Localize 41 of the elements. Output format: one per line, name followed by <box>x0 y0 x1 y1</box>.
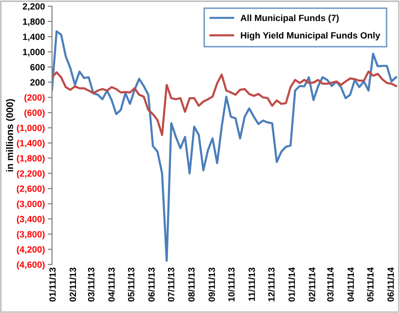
x-tick-label: 05/11/13 <box>128 268 134 302</box>
x-tick-label: 06/11/14 <box>387 267 394 302</box>
x-tick-label: 03/11/13 <box>88 268 94 302</box>
x-tick-label: 07/11/13 <box>168 268 174 302</box>
x-tick-label: 01/11/13 <box>49 268 56 302</box>
x-tick-label: 03/11/14 <box>326 267 334 302</box>
x-tick-label: 04/11/14 <box>347 267 354 302</box>
y-tick-label: (1,800) <box>16 154 45 164</box>
y-tick-label: (1,400) <box>16 140 45 148</box>
x-tick-label: 04/11/13 <box>108 268 115 302</box>
y-tick-label: (1,000) <box>16 124 45 133</box>
x-tick-label: 11/11/13 <box>248 268 256 301</box>
x-tick-label: 02/11/14 <box>308 267 316 302</box>
line-series <box>52 70 398 136</box>
y-tick-label: (200) <box>24 94 45 103</box>
x-tick-label: 01/11/14 <box>288 267 296 302</box>
legend-label: All Municipal Funds (7) <box>240 14 339 23</box>
y-tick-label: (2,600) <box>16 185 45 194</box>
y-tick-label: (3,800) <box>16 230 45 240</box>
line-series <box>52 30 398 262</box>
y-tick-label: (2,200) <box>16 170 45 178</box>
x-tick-label: 09/11/13 <box>208 268 216 302</box>
x-tick-label: 12/11/13 <box>268 268 275 302</box>
y-tick-label: 1,800 <box>23 18 45 26</box>
y-tick-label: 2,200 <box>22 3 45 11</box>
x-tick-label: 02/11/13 <box>69 268 76 302</box>
x-tick-label: 10/11/13 <box>228 268 235 302</box>
y-tick-label: (3,000) <box>16 200 45 209</box>
y-tick-label: 1,000 <box>23 48 45 56</box>
y-tick-label: (3,400) <box>16 216 45 224</box>
y-axis-title: in millions (000) <box>6 99 16 172</box>
y-tick-label: (4,600) <box>16 261 45 270</box>
y-tick-label: 200 <box>30 79 45 86</box>
x-tick-label: 08/11/13 <box>188 268 195 302</box>
x-tick-label: 05/11/14 <box>366 267 374 302</box>
y-tick-label: 1,400 <box>23 34 45 42</box>
y-tick-label: (600) <box>24 109 45 118</box>
y-tick-label: (4,200) <box>16 246 45 254</box>
x-tick-label: 06/11/13 <box>148 268 155 302</box>
y-tick-label: 600 <box>30 64 45 70</box>
legend-label: High Yield Municipal Funds Only <box>240 32 380 40</box>
